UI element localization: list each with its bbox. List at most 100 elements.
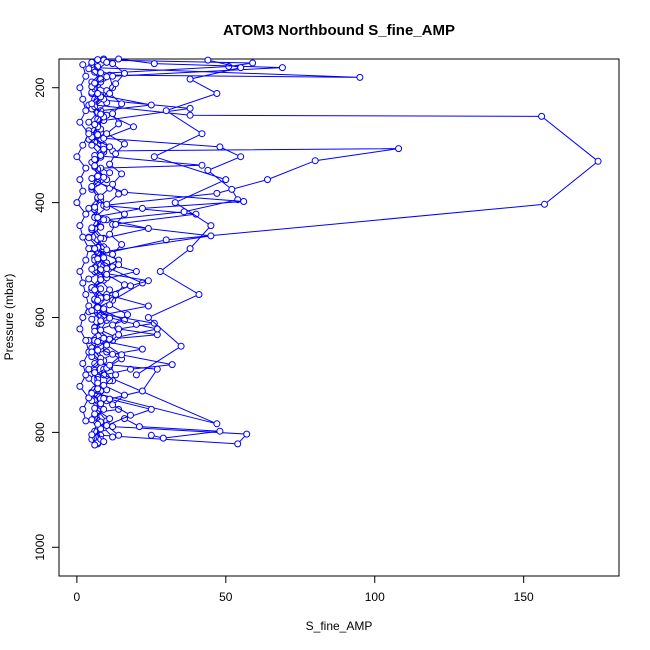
- data-point: [94, 255, 102, 263]
- data-point: [106, 230, 114, 238]
- data-point: [76, 382, 84, 390]
- data-point: [97, 234, 105, 242]
- y-tick-label: 400: [33, 192, 47, 212]
- data-point: [79, 314, 87, 321]
- data-point: [82, 417, 90, 425]
- data-point: [91, 327, 99, 335]
- data-point: [88, 431, 96, 439]
- data-point: [79, 233, 87, 241]
- data-point: [109, 321, 117, 329]
- data-point: [100, 173, 108, 181]
- data-point: [82, 72, 90, 80]
- data-point: [118, 170, 126, 178]
- data-point: [97, 317, 105, 325]
- data-point: [594, 157, 602, 165]
- data-point: [204, 56, 212, 64]
- data-point: [94, 338, 102, 346]
- data-point: [121, 69, 128, 77]
- data-point: [186, 75, 194, 83]
- data-point: [118, 351, 126, 359]
- y-tick-label: 800: [33, 422, 47, 442]
- data-point: [88, 224, 96, 232]
- data-point: [97, 358, 105, 366]
- data-point: [243, 430, 251, 438]
- data-point: [82, 291, 90, 298]
- data-point: [91, 203, 99, 211]
- data-point: [88, 265, 96, 273]
- data-point: [94, 304, 102, 312]
- data-point: [76, 222, 84, 230]
- data-point: [76, 118, 84, 126]
- data-point: [85, 245, 93, 253]
- data-point: [103, 246, 111, 254]
- data-point: [82, 210, 90, 218]
- data-point: [100, 216, 108, 224]
- data-point: [207, 232, 215, 240]
- data-point: [195, 291, 203, 298]
- x-tick-label: 0: [74, 590, 81, 604]
- data-point: [79, 95, 87, 103]
- data-point: [100, 381, 108, 389]
- data-point: [121, 281, 128, 289]
- data-point: [100, 405, 108, 413]
- chart-title: ATOM3 Northbound S_fine_AMP: [223, 22, 455, 39]
- data-point: [88, 100, 96, 108]
- data-point: [213, 90, 221, 97]
- data-point: [186, 245, 194, 253]
- data-point: [103, 265, 111, 273]
- data-point: [112, 291, 120, 298]
- data-point: [115, 261, 123, 269]
- data-point: [278, 64, 286, 72]
- data-point: [106, 361, 114, 369]
- data-point: [144, 225, 152, 232]
- data-point: [138, 345, 146, 353]
- data-point: [222, 176, 230, 184]
- data-point: [94, 56, 102, 64]
- data-point: [76, 268, 84, 275]
- data-point: [97, 276, 105, 284]
- series-line: [87, 58, 599, 445]
- data-point: [94, 379, 102, 387]
- data-point: [118, 100, 126, 108]
- data-point: [82, 371, 90, 379]
- data-point: [91, 286, 99, 294]
- data-point: [198, 130, 206, 138]
- data-point: [82, 256, 90, 264]
- data-point: [79, 405, 87, 413]
- data-point: [85, 118, 93, 126]
- data-point: [73, 199, 81, 207]
- data-point: [97, 193, 105, 201]
- data-point: [109, 350, 117, 358]
- data-point: [106, 415, 114, 423]
- data-point: [91, 121, 99, 128]
- data-point: [132, 268, 140, 275]
- data-point: [109, 401, 117, 409]
- data-point: [94, 90, 102, 97]
- data-point: [168, 361, 176, 369]
- data-point: [106, 314, 114, 322]
- data-point: [94, 131, 102, 139]
- data-point: [132, 320, 140, 328]
- data-point: [106, 169, 114, 177]
- data-point: [127, 365, 134, 373]
- data-point: [100, 395, 108, 402]
- data-point: [94, 214, 102, 221]
- data-point: [91, 245, 99, 253]
- data-point: [88, 58, 96, 66]
- data-point: [204, 166, 212, 174]
- data-point: [159, 434, 167, 442]
- data-point: [109, 433, 117, 441]
- data-point: [85, 204, 93, 212]
- data-point: [109, 250, 117, 258]
- data-point: [118, 241, 126, 248]
- y-axis: 200 400 600 800 1000: [33, 77, 60, 561]
- data-point: [94, 296, 102, 304]
- data-point: [264, 176, 271, 184]
- data-point: [109, 180, 117, 188]
- series-line: [87, 59, 399, 443]
- data-point: [82, 337, 90, 344]
- data-point: [94, 420, 102, 428]
- data-point: [88, 141, 96, 149]
- data-point: [112, 80, 120, 88]
